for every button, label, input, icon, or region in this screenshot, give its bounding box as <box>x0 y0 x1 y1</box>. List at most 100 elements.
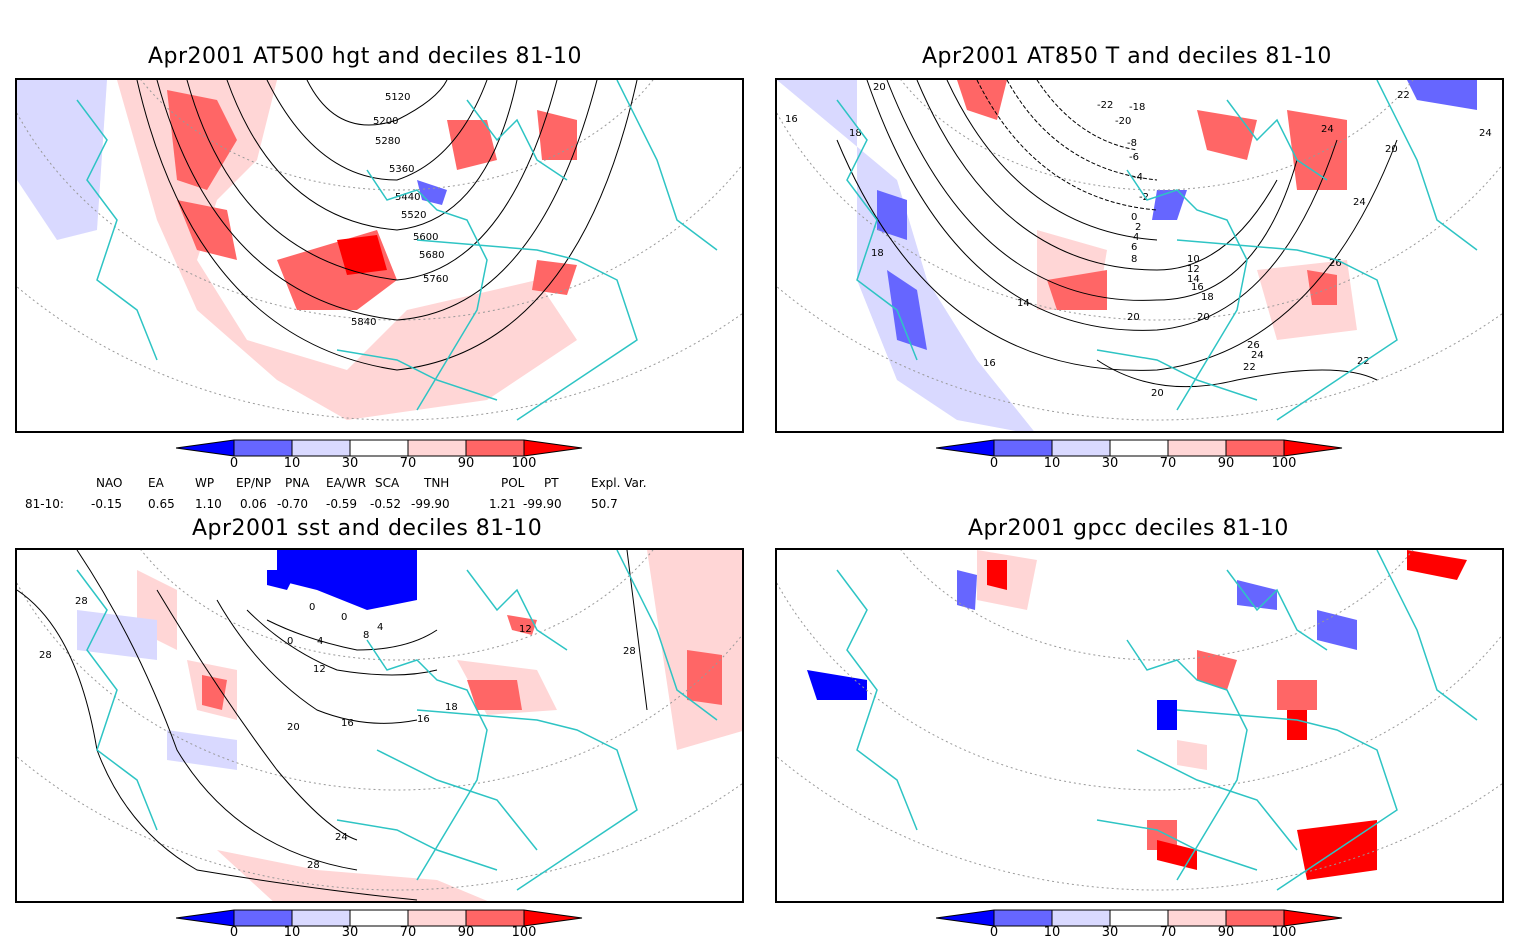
contour-label: 20 <box>873 82 886 93</box>
cbar-swatch-6 <box>524 910 582 926</box>
contour-label: 22 <box>1357 356 1370 367</box>
index-value-pna: -0.70 <box>277 497 309 511</box>
contour-label: 24 <box>335 832 348 843</box>
colorbar-strip <box>175 909 583 927</box>
index-value-eawr: -0.59 <box>326 497 358 511</box>
cbar-tick: 0 <box>229 925 239 940</box>
cbar-tick: 100 <box>1271 456 1297 471</box>
map-gridlines <box>777 550 1502 891</box>
cbar-tick: 100 <box>1271 925 1297 940</box>
cbar-swatch-4 <box>1168 440 1226 456</box>
contour-label: 0 <box>309 602 315 613</box>
contour-label: 16 <box>785 114 798 125</box>
cbar-swatch-3 <box>1110 910 1168 926</box>
contour-label: 28 <box>307 860 320 871</box>
index-header-pt: PT <box>544 476 559 490</box>
index-value-pt: -99.90 <box>523 497 562 511</box>
index-value-epnp: 0.06 <box>240 497 267 511</box>
contour-label: 5840 <box>351 317 376 328</box>
contour-label: 18 <box>445 702 458 713</box>
colorbar-hgt: 0 10 30 70 90 100 <box>175 439 586 475</box>
cbar-tick: 10 <box>283 925 301 940</box>
contour-label: 24 <box>1479 128 1492 139</box>
decile-shading <box>807 550 1467 880</box>
cbar-tick: 100 <box>511 925 537 940</box>
panel-title-gpcc: Apr2001 gpcc deciles 81-10 <box>968 516 1289 541</box>
contour-label: 18 <box>1201 292 1214 303</box>
contour-label: 16 <box>341 718 354 729</box>
index-value-sca: -0.52 <box>370 497 402 511</box>
colorbar-strip <box>935 909 1343 927</box>
index-value-ea: 0.65 <box>148 497 175 511</box>
contour-label: 28 <box>75 596 88 607</box>
cbar-swatch-5 <box>466 910 524 926</box>
contour-label: 12 <box>1187 264 1200 275</box>
contour-label: 24 <box>1321 124 1334 135</box>
sst-contours <box>17 550 648 901</box>
contour-label: 24 <box>1353 197 1366 208</box>
contour-label: 20 <box>1197 312 1210 323</box>
cbar-swatch-4 <box>408 440 466 456</box>
cbar-swatch-4 <box>1168 910 1226 926</box>
cbar-tick: 90 <box>457 456 475 471</box>
index-header-pna: PNA <box>285 476 310 490</box>
index-row-label: 81-10: <box>25 497 64 511</box>
contour-label: 20 <box>1151 388 1164 399</box>
contour-label: 28 <box>39 650 52 661</box>
panel-title-hgt: Apr2001 AT500 hgt and deciles 81-10 <box>148 44 582 69</box>
cbar-tick: 90 <box>457 925 475 940</box>
contour-label: 20 <box>287 722 300 733</box>
map-panel-hgt: 5120 5200 5280 5360 5440 5520 5600 5680 … <box>15 78 744 433</box>
cbar-swatch-1 <box>234 440 292 456</box>
contour-label: 4 <box>317 636 323 647</box>
cbar-swatch-2 <box>1052 910 1110 926</box>
colorbar-strip <box>175 439 583 457</box>
index-header-explvar: Expl. Var. <box>591 476 647 490</box>
contour-label: 2 <box>1135 222 1141 233</box>
contour-label: 20 <box>1127 312 1140 323</box>
contour-label: 26 <box>1247 340 1260 351</box>
contour-label: -22 <box>1097 100 1113 111</box>
cbar-swatch-0 <box>936 910 994 926</box>
index-value-wp: 1.10 <box>195 497 222 511</box>
contour-label: 16 <box>417 714 430 725</box>
cbar-swatch-3 <box>1110 440 1168 456</box>
height-contours <box>136 80 638 371</box>
cbar-swatch-5 <box>1226 910 1284 926</box>
cbar-tick: 10 <box>1043 456 1061 471</box>
sst-contour-labels: 28 28 0 0 4 8 12 16 16 20 24 28 28 18 12… <box>39 596 636 871</box>
contour-label: 20 <box>1385 144 1398 155</box>
contour-label: 5280 <box>375 136 400 147</box>
index-value-explvar: 50.7 <box>591 497 618 511</box>
cbar-tick: 90 <box>1217 456 1235 471</box>
cbar-swatch-2 <box>1052 440 1110 456</box>
cbar-swatch-0 <box>176 440 234 456</box>
cbar-swatch-0 <box>176 910 234 926</box>
contour-label: 18 <box>871 248 884 259</box>
cbar-swatch-2 <box>292 910 350 926</box>
hgt-contour-labels: 5120 5200 5280 5360 5440 5520 5600 5680 … <box>351 92 448 328</box>
cbar-swatch-6 <box>524 440 582 456</box>
contour-label: 5360 <box>389 164 414 175</box>
cbar-swatch-2 <box>292 440 350 456</box>
contour-label: 16 <box>983 358 996 369</box>
colorbar-strip <box>935 439 1343 457</box>
t850-contour-labels: -22 -20 -18 -8 -6 -4 -2 0 2 4 6 8 10 12 … <box>785 82 1492 399</box>
contour-label: -6 <box>1129 152 1139 163</box>
contour-label: 18 <box>849 128 862 139</box>
contour-label: -2 <box>1139 192 1149 203</box>
index-header-ea: EA <box>148 476 164 490</box>
index-header-epnp: EP/NP <box>236 476 272 490</box>
contour-label: 22 <box>1397 90 1410 101</box>
cbar-tick: 0 <box>989 456 999 471</box>
contour-label: 14 <box>1187 274 1200 285</box>
colorbar-sst: 0 10 30 70 90 100 <box>175 909 586 940</box>
contour-label: -20 <box>1115 116 1131 127</box>
cbar-swatch-3 <box>350 440 408 456</box>
cbar-tick: 70 <box>1159 456 1177 471</box>
contour-label: -4 <box>1133 172 1143 183</box>
contour-label: 0 <box>1131 212 1137 223</box>
contour-label: 14 <box>1017 298 1030 309</box>
contour-label: 12 <box>313 664 326 675</box>
map-gridlines <box>17 80 742 421</box>
